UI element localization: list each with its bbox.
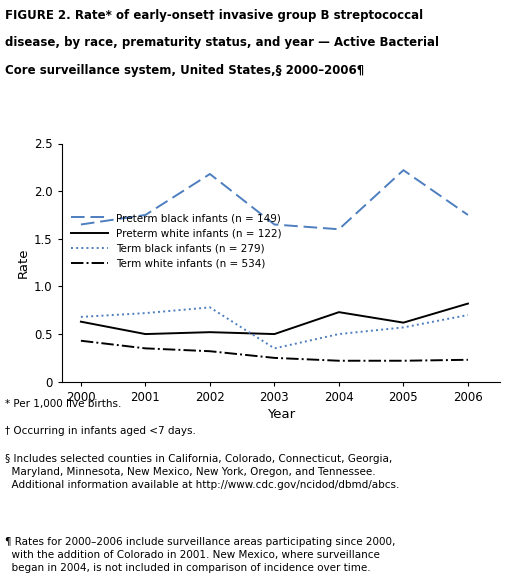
Legend: Preterm black infants (n = 149), Preterm white infants (n = 122), Term black inf: Preterm black infants (n = 149), Preterm… (71, 213, 282, 269)
Text: FIGURE 2. Rate* of early-onset† invasive group B streptococcal: FIGURE 2. Rate* of early-onset† invasive… (5, 9, 423, 22)
Text: § Includes selected counties in California, Colorado, Connecticut, Georgia,
  Ma: § Includes selected counties in Californ… (5, 454, 400, 490)
Text: disease, by race, prematurity status, and year — Active Bacterial: disease, by race, prematurity status, an… (5, 36, 439, 49)
Text: * Per 1,000 live births.: * Per 1,000 live births. (5, 399, 122, 409)
Text: ¶ Rates for 2000–2006 include surveillance areas participating since 2000,
  wit: ¶ Rates for 2000–2006 include surveillan… (5, 537, 396, 573)
Text: Core surveillance system, United States,§ 2000–2006¶: Core surveillance system, United States,… (5, 64, 364, 77)
X-axis label: Year: Year (267, 408, 295, 421)
Y-axis label: Rate: Rate (17, 247, 30, 278)
Text: † Occurring in infants aged <7 days.: † Occurring in infants aged <7 days. (5, 426, 196, 436)
